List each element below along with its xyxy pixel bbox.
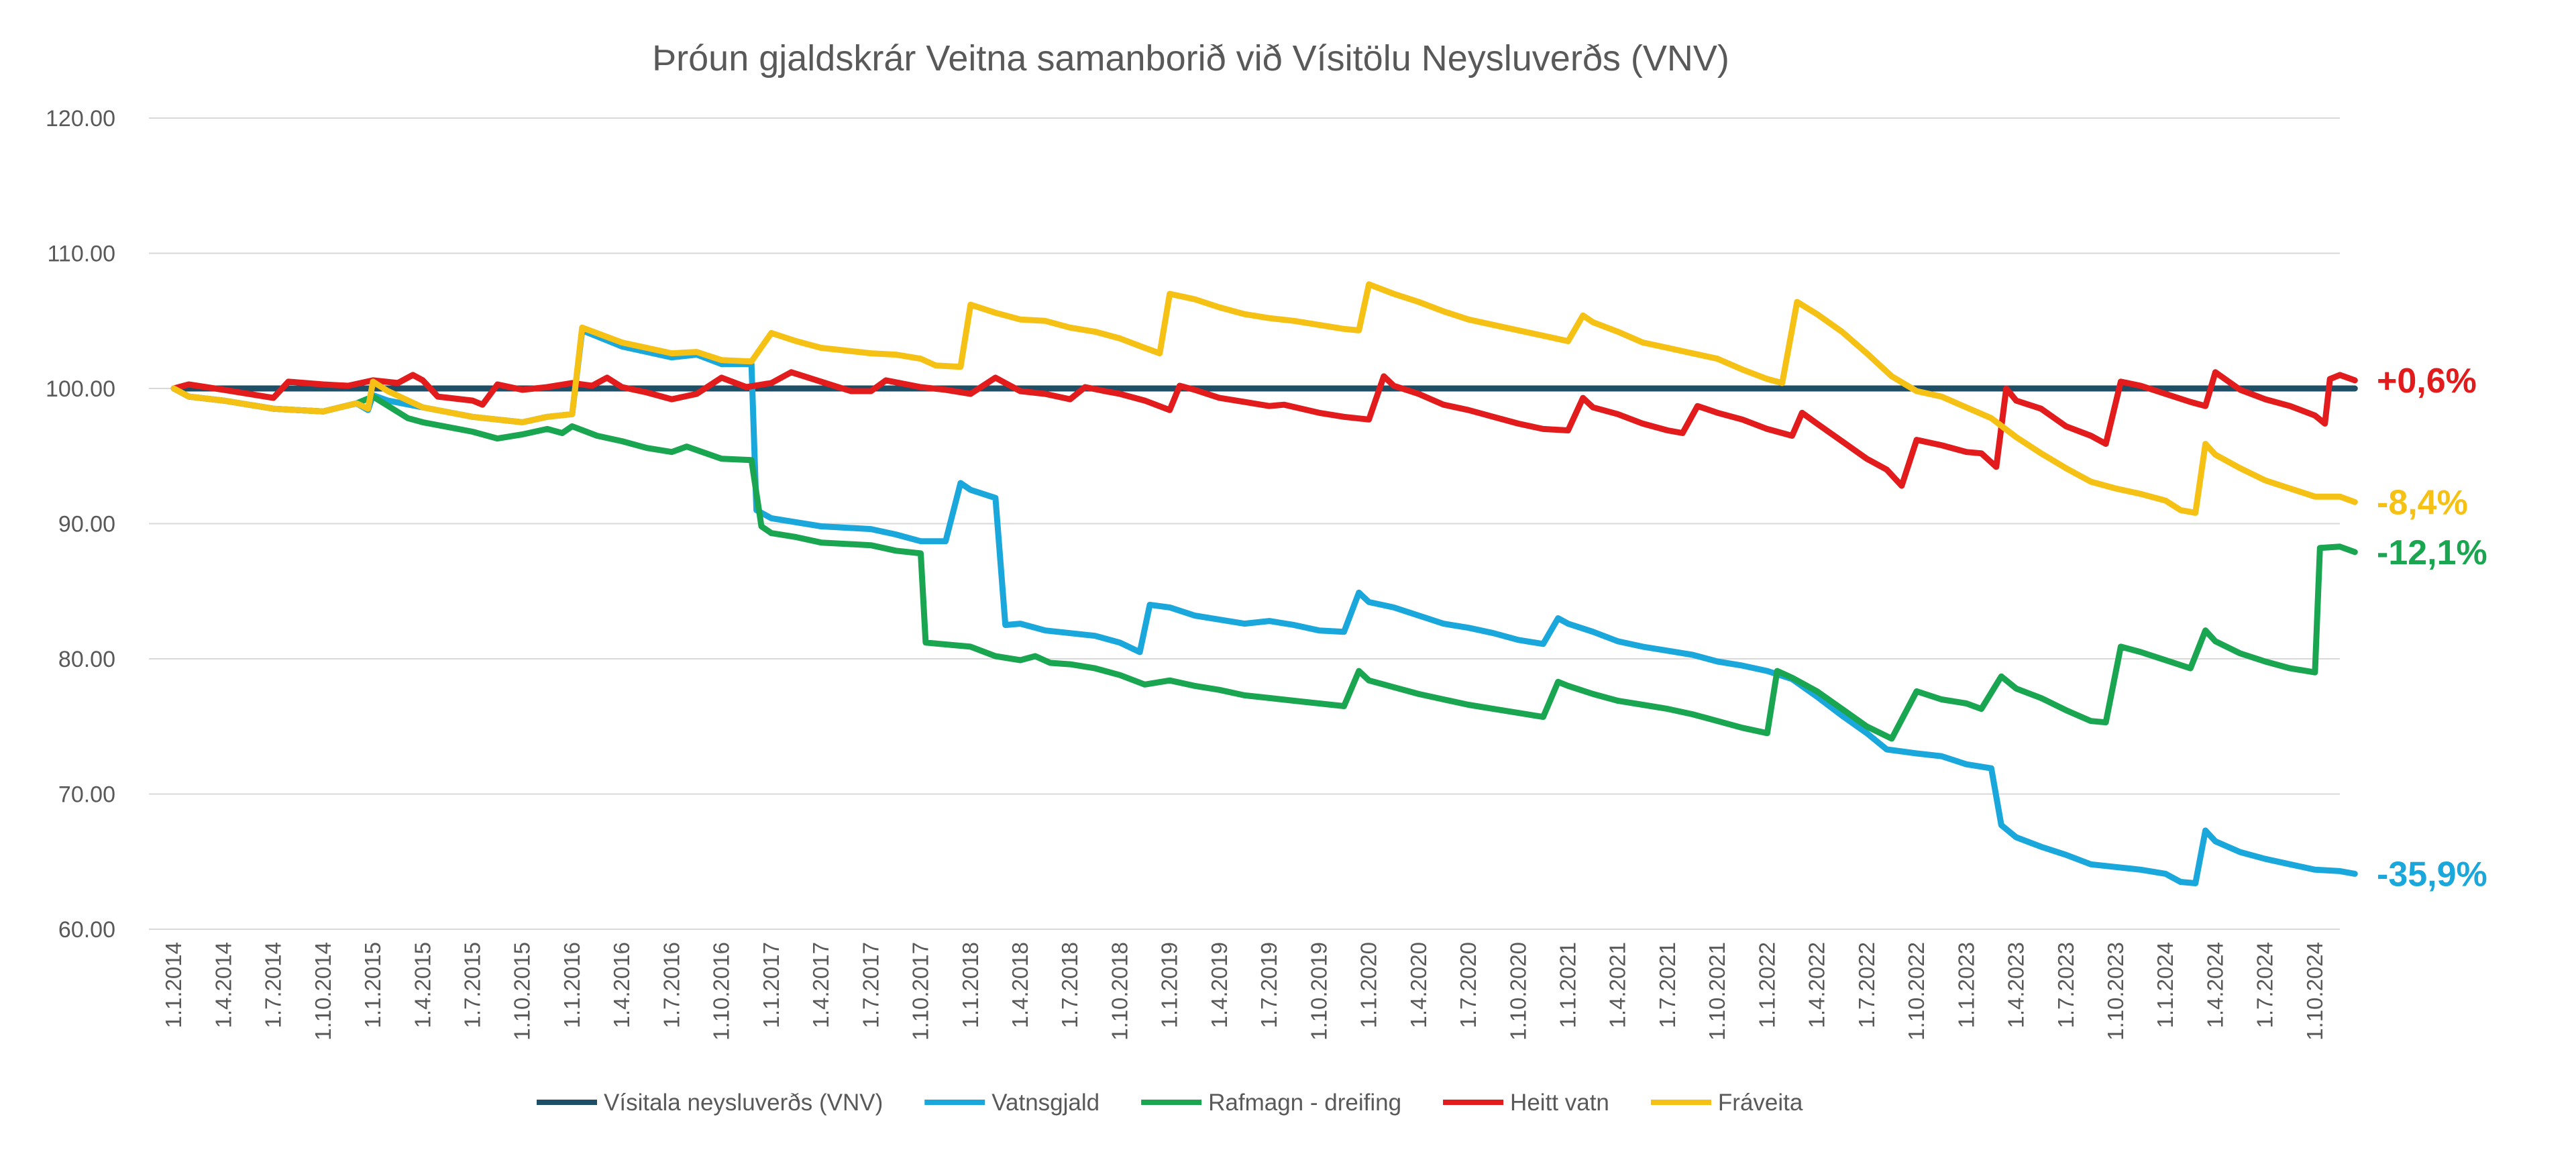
x-tick-label: 1.4.2022 — [1805, 942, 1829, 1028]
x-tick-label: 1.4.2021 — [1605, 942, 1630, 1028]
x-tick-label: 1.1.2015 — [360, 942, 385, 1028]
legend-label: Fráveita — [1718, 1090, 1803, 1116]
x-tick-label: 1.4.2017 — [808, 942, 833, 1028]
x-tick-label: 1.7.2015 — [460, 942, 484, 1028]
end-value-label: -8,4% — [2377, 483, 2468, 522]
x-tick-label: 1.7.2020 — [1456, 942, 1481, 1028]
end-value-label: +0,6% — [2377, 362, 2477, 401]
legend-label: Vatnsgjald — [991, 1090, 1099, 1116]
x-tick-label: 1.7.2022 — [1854, 942, 1879, 1028]
x-tick-label: 1.10.2017 — [908, 942, 933, 1041]
x-tick-label: 1.4.2018 — [1008, 942, 1032, 1028]
x-tick-label: 1.10.2022 — [1904, 942, 1929, 1041]
x-tick-label: 1.4.2015 — [410, 942, 435, 1028]
x-tick-label: 1.7.2019 — [1256, 942, 1281, 1028]
x-tick-label: 1.10.2023 — [2103, 942, 2128, 1041]
x-tick-label: 1.4.2024 — [2202, 942, 2227, 1028]
x-tick-label: 1.7.2017 — [858, 942, 883, 1028]
legend-label: Rafmagn - dreifing — [1208, 1090, 1401, 1116]
x-tick-label: 1.10.2016 — [709, 942, 734, 1041]
x-tick-label: 1.10.2018 — [1107, 942, 1132, 1041]
series-line-3 — [170, 369, 2358, 489]
x-tick-label: 1.1.2023 — [1953, 942, 1978, 1028]
x-tick-label: 1.4.2020 — [1406, 942, 1431, 1028]
x-tick-label: 1.10.2020 — [1505, 942, 1530, 1041]
x-tick-label: 1.1.2022 — [1754, 942, 1779, 1028]
x-tick-label: 1.10.2021 — [1705, 942, 1729, 1041]
x-tick-label: 1.7.2018 — [1057, 942, 1082, 1028]
series-lines — [170, 281, 2358, 886]
chart-title: Þróun gjaldskrár Veitna samanborið við V… — [652, 38, 1729, 78]
x-tick-label: 1.4.2016 — [609, 942, 634, 1028]
x-tick-label: 1.4.2019 — [1207, 942, 1232, 1028]
x-tick-label: 1.7.2023 — [2053, 942, 2078, 1028]
end-value-label: -35,9% — [2377, 855, 2487, 894]
x-tick-label: 1.1.2018 — [958, 942, 983, 1028]
y-tick-label: 110.00 — [48, 242, 115, 267]
x-axis-tick-labels: 1.1.2014 1.4.2014 1.7.2014 1.10.2014 1.1.201… — [161, 942, 2327, 1041]
legend-label: Vísitala neysluverðs (VNV) — [604, 1090, 883, 1116]
y-tick-label: 120.00 — [46, 106, 115, 131]
series-line-2 — [170, 385, 2358, 742]
x-tick-label: 1.7.2021 — [1655, 942, 1680, 1028]
x-tick-label: 1.10.2019 — [1306, 942, 1331, 1041]
end-value-labels: -35,9% -12,1% +0,6% -8,4% — [2377, 362, 2487, 894]
x-tick-label: 1.1.2021 — [1555, 942, 1580, 1028]
y-tick-label: 70.00 — [58, 782, 115, 808]
x-tick-label: 1.10.2024 — [2302, 942, 2327, 1041]
legend: Vísitala neysluverðs (VNV) Vatnsgjald Rafm… — [537, 1090, 1803, 1116]
x-tick-label: 1.1.2019 — [1157, 942, 1182, 1028]
x-tick-label: 1.1.2016 — [559, 942, 584, 1028]
x-tick-label: 1.4.2023 — [2004, 942, 2029, 1028]
x-tick-label: 1.7.2016 — [659, 942, 684, 1028]
series-line-1 — [170, 327, 2358, 886]
legend-label: Heitt vatn — [1510, 1090, 1609, 1116]
x-tick-label: 1.1.2014 — [161, 942, 186, 1028]
x-tick-label: 1.7.2024 — [2253, 942, 2277, 1028]
y-axis-tick-labels: 60.00 70.00 80.00 90.00 100.00 110.00 120.00 — [46, 106, 115, 943]
x-tick-label: 1.10.2014 — [311, 942, 335, 1041]
y-tick-label: 80.00 — [58, 647, 115, 672]
end-value-label: -12,1% — [2377, 533, 2487, 572]
y-tick-label: 60.00 — [58, 917, 115, 943]
y-tick-label: 90.00 — [58, 512, 115, 537]
y-tick-label: 100.00 — [46, 376, 115, 402]
gridlines — [149, 117, 2340, 930]
x-tick-label: 1.1.2020 — [1356, 942, 1381, 1028]
x-tick-label: 1.4.2014 — [211, 942, 235, 1028]
x-tick-label: 1.7.2014 — [261, 942, 286, 1028]
x-tick-label: 1.1.2017 — [759, 942, 784, 1028]
series-line-4 — [170, 281, 2358, 516]
x-tick-label: 1.1.2024 — [2153, 942, 2178, 1028]
x-tick-label: 1.10.2015 — [510, 942, 535, 1041]
